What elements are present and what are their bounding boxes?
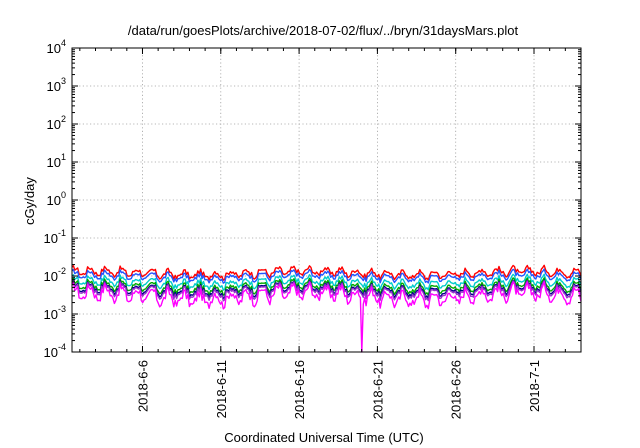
x-tick-label: 2018-6-21 (370, 360, 385, 419)
y-tick-label: 10-2 (44, 266, 66, 284)
y-tick-label: 100 (47, 190, 66, 208)
x-tick-label: 2018-6-11 (214, 360, 229, 418)
y-axis-label: cGy/day (22, 177, 37, 225)
x-tick-label: 2018-6-6 (135, 360, 150, 412)
x-tick-label: 2018-6-26 (449, 360, 464, 419)
x-tick-label: 2018-7-1 (527, 360, 542, 412)
y-tick-label: 10-4 (44, 342, 66, 360)
y-tick-label: 10-1 (44, 228, 66, 246)
series-line (71, 273, 582, 291)
y-axis-ticks: 10-4 10-3 10-2 10-1 100 101 102 103 104 (44, 38, 581, 360)
x-axis-label: Coordinated Universal Time (UTC) (224, 430, 423, 445)
chart-title: /data/run/goesPlots/archive/2018-07-02/f… (128, 23, 519, 38)
x-axis-ticks: 2018-6-6 2018-6-11 2018-6-16 2018-6-21 2018-… (79, 48, 566, 419)
y-tick-label: 103 (47, 76, 66, 94)
x-tick-label: 2018-6-16 (292, 360, 307, 419)
grid-lines (72, 48, 581, 352)
y-tick-label: 104 (47, 38, 66, 56)
y-tick-label: 10-3 (44, 304, 66, 322)
series-line (71, 264, 582, 281)
y-tick-label: 101 (47, 152, 66, 170)
series-line (71, 280, 582, 302)
series-line (71, 268, 582, 284)
y-tick-label: 102 (47, 114, 66, 132)
series-line (71, 281, 582, 353)
series-group (71, 264, 582, 353)
